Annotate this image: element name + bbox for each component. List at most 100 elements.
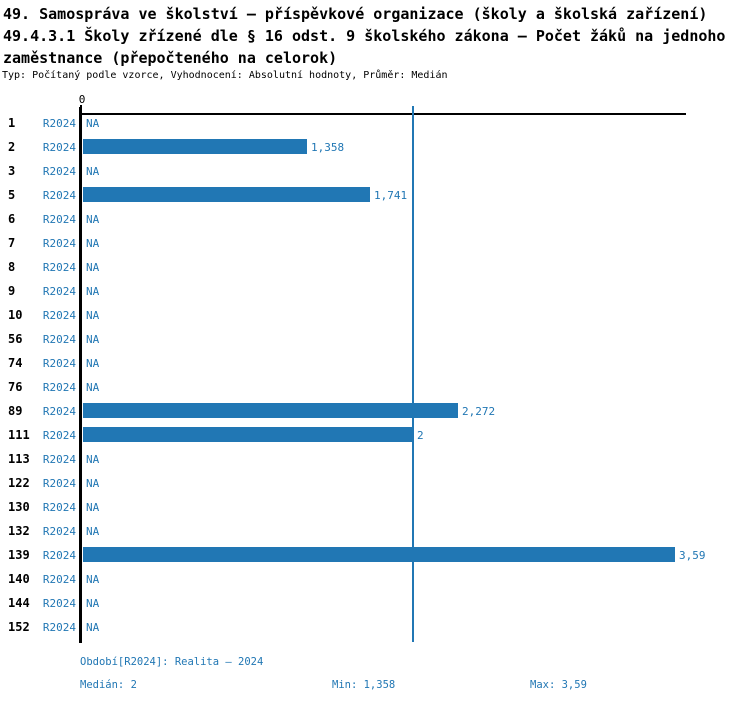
page-title-line-1: 49. Samospráva ve školství – příspěvkové…: [3, 5, 708, 23]
row-id-label: 140: [8, 572, 30, 586]
x-axis-line: [79, 113, 686, 115]
row-na-label: NA: [86, 621, 100, 634]
row-period-label: R2024: [42, 213, 76, 226]
chart-row: 8 R2024 NA: [0, 255, 750, 279]
row-period-label: R2024: [42, 357, 76, 370]
row-na-label: NA: [86, 285, 100, 298]
row-bar: [83, 403, 458, 418]
row-period-label: R2024: [42, 429, 76, 442]
row-na-label: NA: [86, 525, 100, 538]
row-na-label: NA: [86, 597, 100, 610]
row-id-label: 139: [8, 548, 30, 562]
row-bar: [83, 187, 370, 202]
row-na-label: NA: [86, 165, 100, 178]
footer-min-label: Min: 1,358: [332, 679, 396, 691]
row-id-label: 152: [8, 620, 30, 634]
row-period-label: R2024: [42, 501, 76, 514]
row-id-label: 74: [8, 356, 23, 370]
chart-row: 140 R2024 NA: [0, 567, 750, 591]
chart-row: 5 R2024 1,741: [0, 183, 750, 207]
page-title-line-2: 49.4.3.1 Školy zřízené dle § 16 odst. 9 …: [3, 27, 726, 45]
row-id-label: 5: [8, 188, 16, 202]
row-na-label: NA: [86, 261, 100, 274]
row-period-label: R2024: [42, 309, 76, 322]
chart-row: 111 R2024 2: [0, 423, 750, 447]
row-na-label: NA: [86, 501, 100, 514]
row-na-label: NA: [86, 237, 100, 250]
row-na-label: NA: [86, 333, 100, 346]
row-period-label: R2024: [42, 525, 76, 538]
row-na-label: NA: [86, 453, 100, 466]
chart-row: 1 R2024 NA: [0, 111, 750, 135]
x-axis-zero-label: 0: [78, 93, 86, 106]
chart-row: 152 R2024 NA: [0, 615, 750, 639]
row-value-label: 3,59: [679, 549, 706, 562]
row-id-label: 6: [8, 212, 16, 226]
row-id-label: 3: [8, 164, 16, 178]
row-na-label: NA: [86, 357, 100, 370]
chart-row: 56 R2024 NA: [0, 327, 750, 351]
row-na-label: NA: [86, 117, 100, 130]
row-id-label: 7: [8, 236, 16, 250]
chart-row: 139 R2024 3,59: [0, 543, 750, 567]
chart-row: 76 R2024 NA: [0, 375, 750, 399]
row-period-label: R2024: [42, 621, 76, 634]
row-id-label: 10: [8, 308, 23, 322]
row-period-label: R2024: [42, 573, 76, 586]
row-bar: [83, 547, 675, 562]
row-na-label: NA: [86, 213, 100, 226]
median-line: [412, 106, 414, 642]
chart-row: 3 R2024 NA: [0, 159, 750, 183]
row-id-label: 89: [8, 404, 23, 418]
chart-row: 6 R2024 NA: [0, 207, 750, 231]
chart-row: 9 R2024 NA: [0, 279, 750, 303]
row-period-label: R2024: [42, 453, 76, 466]
row-id-label: 130: [8, 500, 30, 514]
row-period-label: R2024: [42, 549, 76, 562]
row-bar: [83, 427, 413, 442]
row-period-label: R2024: [42, 165, 76, 178]
chart-row: 122 R2024 NA: [0, 471, 750, 495]
chart-row: 132 R2024 NA: [0, 519, 750, 543]
row-value-label: 1,741: [374, 189, 408, 202]
row-period-label: R2024: [42, 405, 76, 418]
chart-row: 7 R2024 NA: [0, 231, 750, 255]
row-period-label: R2024: [42, 477, 76, 490]
page-title-line-3: zaměstnance (přepočteného na celorok): [3, 49, 338, 67]
row-id-label: 1: [8, 116, 16, 130]
row-id-label: 144: [8, 596, 30, 610]
chart-rows: 1 R2024 NA 2 R2024 1,358 3 R2024 NA 5 R2024 1,741 6 R…: [0, 111, 750, 639]
row-bar: [83, 139, 307, 154]
row-id-label: 111: [8, 428, 30, 442]
row-id-label: 132: [8, 524, 30, 538]
chart-row: 113 R2024 NA: [0, 447, 750, 471]
chart-meta-line: Typ: Počítaný podle vzorce, Vyhodnocení:…: [2, 70, 448, 81]
row-id-label: 8: [8, 260, 16, 274]
row-period-label: R2024: [42, 597, 76, 610]
row-period-label: R2024: [42, 261, 76, 274]
chart-row: 2 R2024 1,358: [0, 135, 750, 159]
chart-row: 89 R2024 2,272: [0, 399, 750, 423]
footer-max-label: Max: 3,59: [530, 679, 587, 691]
row-id-label: 9: [8, 284, 16, 298]
row-period-label: R2024: [42, 237, 76, 250]
row-period-label: R2024: [42, 141, 76, 154]
row-id-label: 2: [8, 140, 16, 154]
row-na-label: NA: [86, 573, 100, 586]
footer-median-label: Medián: 2: [80, 679, 137, 691]
row-period-label: R2024: [42, 333, 76, 346]
footer-period-label: Období[R2024]: Realita – 2024: [80, 656, 264, 668]
chart-row: 144 R2024 NA: [0, 591, 750, 615]
chart-row: 130 R2024 NA: [0, 495, 750, 519]
row-na-label: NA: [86, 381, 100, 394]
row-period-label: R2024: [42, 189, 76, 202]
row-period-label: R2024: [42, 117, 76, 130]
row-na-label: NA: [86, 309, 100, 322]
row-value-label: 2,272: [462, 405, 496, 418]
y-axis-line: [79, 107, 82, 643]
row-value-label: 1,358: [311, 141, 345, 154]
row-id-label: 122: [8, 476, 30, 490]
row-id-label: 113: [8, 452, 30, 466]
row-na-label: NA: [86, 477, 100, 490]
